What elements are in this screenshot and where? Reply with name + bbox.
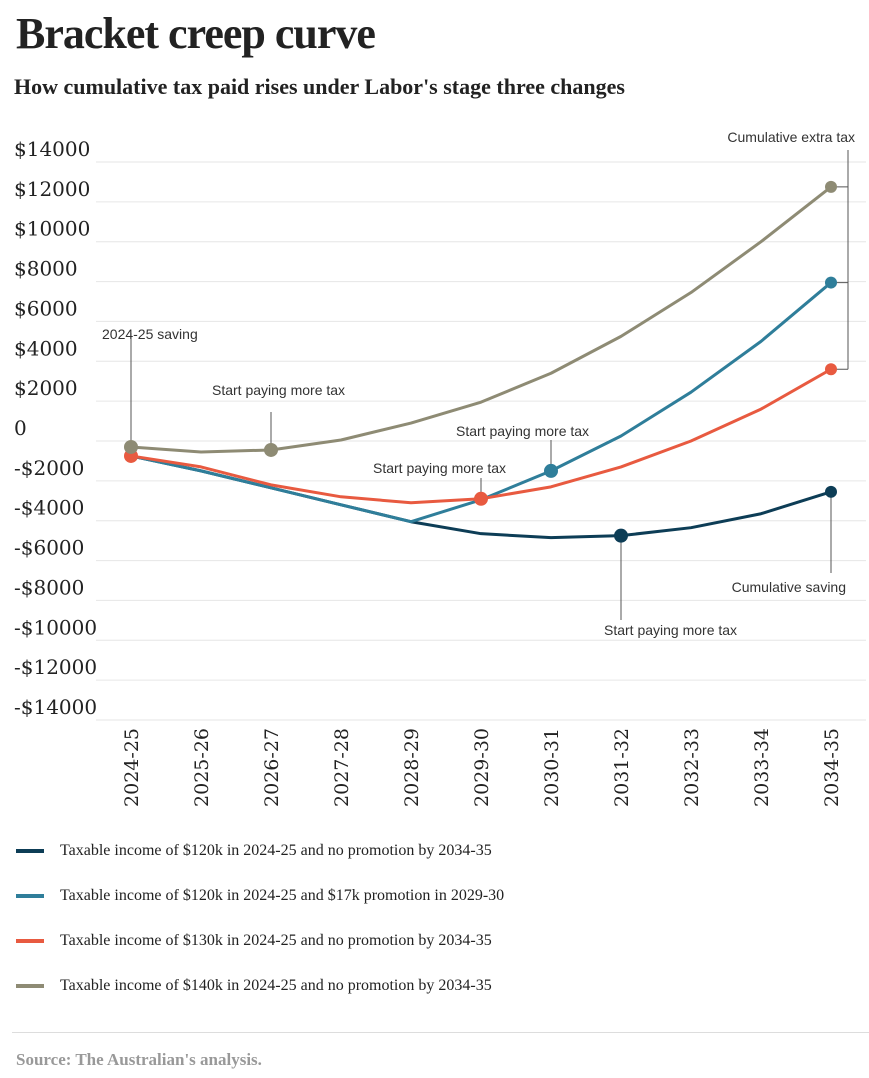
x-tick-label: 2025-26 xyxy=(191,728,213,807)
annotation-label: 2024-25 saving xyxy=(102,326,198,342)
legend-swatch xyxy=(16,848,44,853)
y-tick-label: -$4000 xyxy=(14,496,84,520)
annotation-label: Start paying more tax xyxy=(373,460,506,476)
series-marker-3 xyxy=(264,442,278,457)
y-tick-label: -$14000 xyxy=(14,695,97,719)
y-tick-label: $2000 xyxy=(14,376,78,400)
x-tick-label: 2030-31 xyxy=(541,728,563,807)
series-marker-2 xyxy=(474,491,488,506)
y-tick-label: $6000 xyxy=(14,296,78,320)
legend-item-120k-no-promotion[interactable]: Taxable income of $120k in 2024-25 and n… xyxy=(16,828,504,873)
line-chart: $14000 $12000 $10000 $8000 $6000 $4000 $2000 0 -… xyxy=(14,129,866,807)
annotation-label: Cumulative saving xyxy=(732,579,846,595)
legend: Taxable income of $120k in 2024-25 and n… xyxy=(16,828,504,1008)
x-tick-label: 2027-28 xyxy=(331,728,353,807)
legend-item-140k-no-promotion[interactable]: Taxable income of $140k in 2024-25 and n… xyxy=(16,963,504,1008)
chart-title: Bracket creep curve xyxy=(16,9,376,58)
legend-swatch xyxy=(16,983,44,988)
legend-item-130k-no-promotion[interactable]: Taxable income of $130k in 2024-25 and n… xyxy=(16,918,504,963)
series-marker-3 xyxy=(124,439,138,454)
source-note: Source: The Australian's analysis. xyxy=(16,1050,262,1069)
legend-label: Taxable income of $120k in 2024-25 and $… xyxy=(60,886,505,904)
y-tick-label: $12000 xyxy=(14,177,90,201)
series-marker-0 xyxy=(614,528,628,543)
x-tick-label: 2029-30 xyxy=(471,728,493,807)
y-tick-label: $14000 xyxy=(14,137,90,161)
series-line-3 xyxy=(130,185,832,454)
y-tick-label: -$10000 xyxy=(14,615,97,639)
y-tick-label: $8000 xyxy=(14,257,78,281)
y-tick-label: -$8000 xyxy=(14,575,84,599)
y-tick-label: -$2000 xyxy=(14,456,84,480)
legend-swatch xyxy=(16,893,44,898)
series-marker-1 xyxy=(825,276,837,289)
footer-divider xyxy=(12,1032,869,1033)
x-tick-label: 2026-27 xyxy=(261,728,283,807)
x-tick-label: 2024-25 xyxy=(121,728,143,807)
x-tick-label: 2033-34 xyxy=(751,728,773,807)
legend-label: Taxable income of $120k in 2024-25 and n… xyxy=(60,841,492,859)
legend-item-120k-promotion[interactable]: Taxable income of $120k in 2024-25 and $… xyxy=(16,873,504,918)
legend-swatch xyxy=(16,938,44,943)
series-marker-1 xyxy=(544,463,558,478)
y-tick-label: $4000 xyxy=(14,336,78,360)
annotation-label: Start paying more tax xyxy=(212,382,345,398)
y-tick-label: 0 xyxy=(14,416,27,440)
x-tick-label: 2028-29 xyxy=(401,728,423,807)
y-tick-label: $10000 xyxy=(14,217,90,241)
x-tick-label: 2031-32 xyxy=(611,728,633,807)
y-tick-label: -$6000 xyxy=(14,536,84,560)
annotation-label: Start paying more tax xyxy=(456,423,589,439)
chart-subtitle: How cumulative tax paid rises under Labo… xyxy=(14,74,625,99)
legend-label: Taxable income of $140k in 2024-25 and n… xyxy=(60,976,492,994)
annotation-label: Start paying more tax xyxy=(604,622,737,638)
y-tick-label: -$12000 xyxy=(14,655,97,679)
x-tick-label: 2032-33 xyxy=(681,728,703,807)
annotation-label: Cumulative extra tax xyxy=(727,129,855,145)
x-tick-label: 2034-35 xyxy=(821,728,843,807)
series-marker-3 xyxy=(825,180,837,193)
series-marker-2 xyxy=(825,363,837,376)
legend-label: Taxable income of $130k in 2024-25 and n… xyxy=(60,931,492,949)
series-marker-0 xyxy=(825,485,837,498)
